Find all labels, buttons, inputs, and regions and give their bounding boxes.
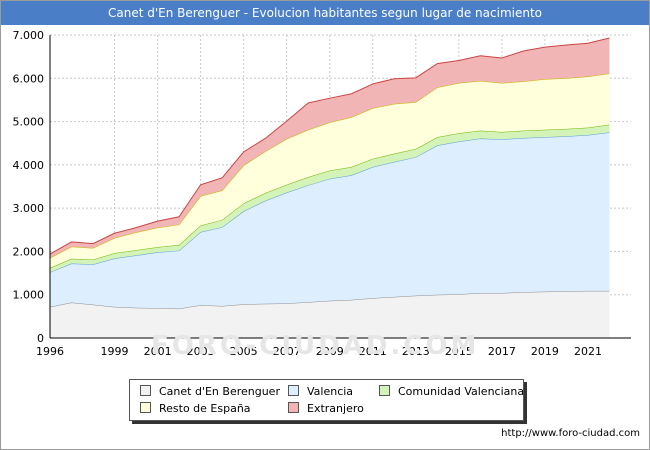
y-tick-labels: 0 1.000 2.000 3.000 4.000 5.000 6.000 7.000 [13,29,45,345]
y-tick-label: 5.000 [13,116,45,129]
y-tick-label: 4.000 [13,159,45,172]
x-tick-label: 2015 [445,345,473,358]
legend-swatch-canet [140,385,151,396]
legend-item-comunidad: Comunidad Valenciana [379,385,524,399]
chart-title: Canet d'En Berenguer - Evolucion habitan… [1,1,649,25]
series-areas [49,37,610,338]
x-tick-label: 2013 [402,345,430,358]
x-tick-label: 1996 [36,345,64,358]
x-tick-label: 2003 [187,345,215,358]
y-tick-label: 6.000 [13,72,45,85]
x-tick-label: 2011 [359,345,387,358]
area-series-0 [50,290,610,338]
y-tick-label: 3.000 [13,202,45,215]
x-tick-labels: 1996 1999 2001 2003 2005 2007 2009 2011 2013 2015… [36,345,602,358]
y-tick-label: 0 [37,332,44,345]
x-tick-label: 1999 [101,345,129,358]
x-tick-label: 2017 [488,345,516,358]
legend-swatch-valencia [288,385,299,396]
axes [49,35,631,339]
area-series-3 [50,73,610,268]
legend-swatch-extranjero [288,402,299,413]
legend-label-extranjero: Extranjero [307,402,364,415]
legend-item-extranjero: Extranjero [288,402,364,416]
legend-swatch-comunidad [379,385,390,396]
source-url: http://www.foro-ciudad.com [501,428,640,439]
legend-label-valencia: Valencia [307,385,354,398]
x-tick-label: 2005 [230,345,258,358]
legend-label-canet: Canet d'En Berenguer [159,385,280,398]
x-tick-label: 2001 [144,345,172,358]
watermark-text: FORO-CIUDAD.COM [151,331,480,361]
legend: Canet d'En Berenguer Valencia Comunidad … [129,379,524,421]
x-tick-label: 2019 [531,345,559,358]
legend-item-resto: Resto de España [140,402,251,416]
y-tick-label: 2.000 [13,245,45,258]
y-tick-label: 7.000 [13,29,45,42]
y-tick-label: 1.000 [13,289,45,302]
legend-label-resto: Resto de España [159,402,251,415]
legend-item-canet: Canet d'En Berenguer [140,385,280,399]
x-tick-label: 2021 [574,345,602,358]
x-tick-label: 2007 [273,345,301,358]
area-series-1 [50,132,610,309]
x-tick-label: 2009 [316,345,344,358]
legend-item-valencia: Valencia [288,385,353,399]
area-series-line-4 [49,37,610,255]
legend-label-comunidad: Comunidad Valenciana [398,385,525,398]
legend-swatch-resto [140,402,151,413]
area-series-4 [50,38,610,258]
